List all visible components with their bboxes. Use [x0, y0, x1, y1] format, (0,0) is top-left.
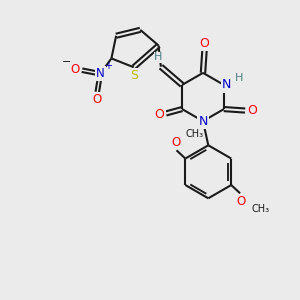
Text: O: O	[70, 63, 79, 76]
Text: H: H	[154, 52, 163, 62]
Text: O: O	[200, 37, 209, 50]
Text: +: +	[104, 61, 112, 71]
Text: CH₃: CH₃	[251, 205, 269, 214]
Text: N: N	[198, 115, 208, 128]
Text: O: O	[248, 104, 257, 117]
Text: N: N	[222, 78, 232, 92]
Text: CH₃: CH₃	[186, 129, 204, 139]
Text: H: H	[235, 74, 243, 83]
Text: O: O	[154, 109, 164, 122]
Text: O: O	[236, 195, 245, 208]
Text: −: −	[62, 57, 71, 67]
Text: O: O	[93, 93, 102, 106]
Text: S: S	[130, 69, 138, 82]
Text: O: O	[171, 136, 181, 148]
Text: N: N	[96, 67, 105, 80]
